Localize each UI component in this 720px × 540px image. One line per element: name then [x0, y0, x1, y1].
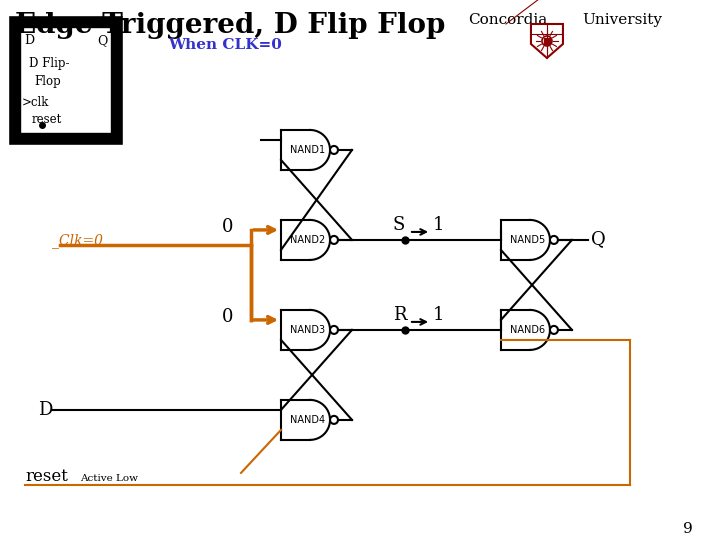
Text: NAND2: NAND2: [290, 235, 325, 245]
Text: Edge Triggered, D Flip Flop: Edge Triggered, D Flip Flop: [15, 12, 446, 39]
Text: Q: Q: [591, 230, 606, 248]
Text: D: D: [38, 401, 53, 419]
Text: Q: Q: [97, 34, 107, 47]
Text: >clk: >clk: [22, 96, 50, 109]
Text: D Flip-: D Flip-: [29, 57, 70, 70]
Text: NAND1: NAND1: [290, 145, 325, 155]
Text: NAND5: NAND5: [510, 235, 546, 245]
Text: 9: 9: [683, 522, 693, 536]
Text: NAND4: NAND4: [290, 415, 325, 425]
Text: NAND3: NAND3: [290, 325, 325, 335]
Text: 0: 0: [222, 308, 233, 326]
Text: Flop: Flop: [34, 75, 60, 88]
Text: 1: 1: [433, 306, 444, 324]
FancyBboxPatch shape: [20, 27, 111, 133]
Text: 1: 1: [433, 216, 444, 234]
Text: Concordia: Concordia: [468, 13, 547, 27]
Text: R: R: [393, 306, 407, 324]
Text: S: S: [393, 216, 405, 234]
Text: _Clk=0: _Clk=0: [52, 233, 103, 248]
Text: University: University: [582, 13, 662, 27]
Text: reset: reset: [32, 113, 63, 126]
Text: D: D: [24, 34, 35, 47]
Text: 0: 0: [222, 218, 233, 236]
Text: NAND6: NAND6: [510, 325, 546, 335]
Text: reset: reset: [25, 468, 68, 485]
Text: Active Low: Active Low: [80, 474, 138, 483]
Text: When CLK=0: When CLK=0: [168, 38, 282, 52]
FancyBboxPatch shape: [8, 15, 123, 145]
